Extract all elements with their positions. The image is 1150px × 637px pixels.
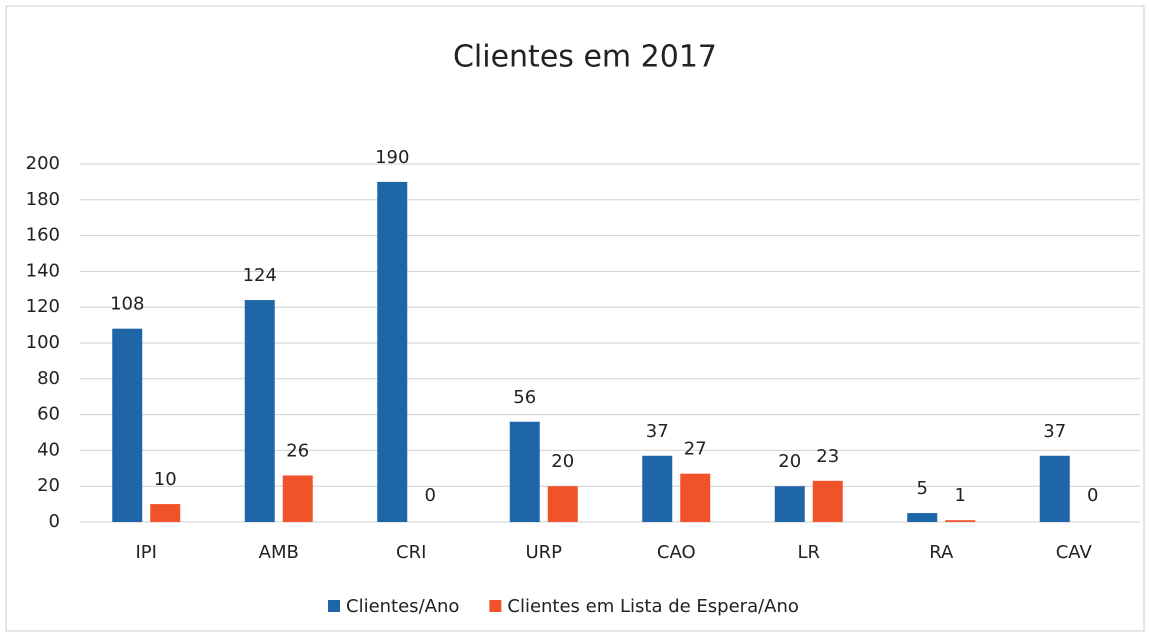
legend-swatch <box>489 600 502 612</box>
data-label: 1 <box>955 485 966 506</box>
x-tick-label: URP <box>525 542 562 563</box>
data-label: 23 <box>816 446 839 467</box>
bar <box>812 480 843 522</box>
data-label: 27 <box>684 439 707 460</box>
y-tick-label: 180 <box>26 189 60 210</box>
x-tick-label: IPI <box>136 542 157 563</box>
data-label: 37 <box>646 421 669 442</box>
data-label: 10 <box>154 469 177 490</box>
bar <box>112 328 143 522</box>
y-tick-label: 120 <box>26 296 60 317</box>
legend-label: Clientes/Ano <box>346 596 459 617</box>
bar <box>377 181 408 522</box>
x-tick-label: CAV <box>1056 542 1093 563</box>
bar <box>642 455 673 522</box>
data-label: 124 <box>243 265 277 286</box>
chart-border <box>5 5 1145 632</box>
bar <box>547 486 578 522</box>
bar <box>244 300 275 522</box>
x-tick-label: CAO <box>657 542 696 563</box>
y-tick-label: 60 <box>37 404 60 425</box>
y-tick-label: 160 <box>26 225 60 246</box>
x-tick-label: AMB <box>259 542 299 563</box>
bar <box>1039 455 1070 522</box>
data-label: 108 <box>110 294 144 315</box>
legend-label: Clientes em Lista de Espera/Ano <box>507 596 799 617</box>
data-label: 26 <box>286 440 309 461</box>
bar <box>680 473 711 522</box>
data-label: 56 <box>513 387 536 408</box>
bar <box>509 421 540 522</box>
y-tick-label: 80 <box>37 368 60 389</box>
data-label: 20 <box>778 451 801 472</box>
legend-swatch <box>328 600 340 612</box>
y-tick-label: 200 <box>26 153 60 174</box>
x-tick-label: RA <box>929 542 954 563</box>
data-label: 0 <box>425 485 436 506</box>
x-tick-label: LR <box>797 542 820 563</box>
data-label: 190 <box>375 147 409 168</box>
y-tick-label: 20 <box>37 475 60 496</box>
bar <box>282 475 313 522</box>
y-tick-label: 140 <box>26 260 60 281</box>
y-tick-label: 0 <box>49 511 60 532</box>
y-tick-label: 40 <box>37 439 60 460</box>
data-label: 0 <box>1087 485 1098 506</box>
chart-title: Clientes em 2017 <box>453 40 717 75</box>
x-tick-label: CRI <box>396 542 426 563</box>
data-label: 5 <box>917 478 928 499</box>
bar <box>907 513 938 522</box>
bar <box>150 504 181 522</box>
y-tick-label: 100 <box>26 332 60 353</box>
bar <box>774 486 805 522</box>
data-label: 37 <box>1043 421 1066 442</box>
bar <box>945 520 976 522</box>
data-label: 20 <box>551 451 574 472</box>
